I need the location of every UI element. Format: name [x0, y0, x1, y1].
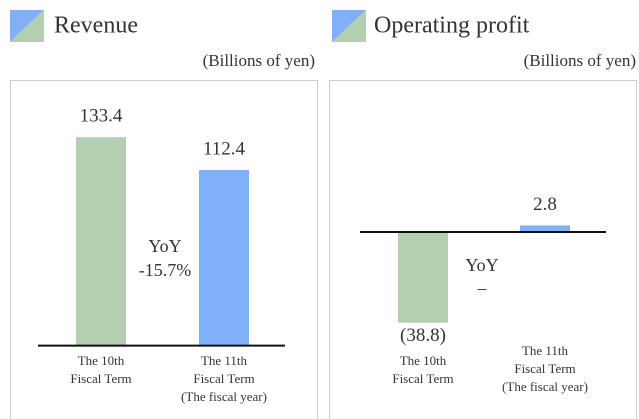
chart-title: Revenue — [54, 13, 138, 39]
x-tick-label: The 11th Fiscal Term (The fiscal year) — [181, 353, 267, 404]
bar — [199, 169, 249, 346]
label-line: (The fiscal year) — [181, 389, 267, 404]
data-label: 112.4 — [203, 138, 246, 159]
label-line: (The fiscal year) — [502, 379, 588, 394]
label-line: Fiscal Term — [193, 371, 254, 386]
label-line: The 11th — [201, 353, 248, 368]
chart-title: Operating profit — [374, 13, 530, 39]
icon — [10, 10, 44, 42]
annotation: YoY — [465, 255, 498, 275]
annotation: -15.7% — [139, 260, 192, 280]
label-line: Fiscal Term — [514, 361, 575, 376]
x-tick-label: The 10th Fiscal Term — [392, 353, 453, 386]
icon — [332, 10, 366, 42]
data-label: (38.8) — [400, 325, 446, 346]
bar — [76, 137, 126, 346]
label-line: The 10th — [78, 353, 125, 368]
x-tick-label: The 11th Fiscal Term (The fiscal year) — [502, 343, 588, 394]
data-label: 133.4 — [80, 106, 123, 127]
label-line: The 11th — [522, 343, 569, 358]
panel — [329, 80, 637, 419]
unit-label: (Billions of yen) — [203, 51, 315, 70]
unit-label: (Billions of yen) — [524, 51, 636, 70]
label-line: Fiscal Term — [392, 371, 453, 386]
annotation: – — [477, 278, 488, 298]
annotation: YoY — [148, 236, 181, 256]
panel — [10, 80, 318, 419]
data-label: 2.8 — [533, 194, 557, 215]
x-tick-label: The 10th Fiscal Term — [70, 353, 131, 386]
label-line: Fiscal Term — [70, 371, 131, 386]
bar — [520, 225, 570, 232]
label-line: The 10th — [400, 353, 447, 368]
bar — [398, 231, 448, 323]
